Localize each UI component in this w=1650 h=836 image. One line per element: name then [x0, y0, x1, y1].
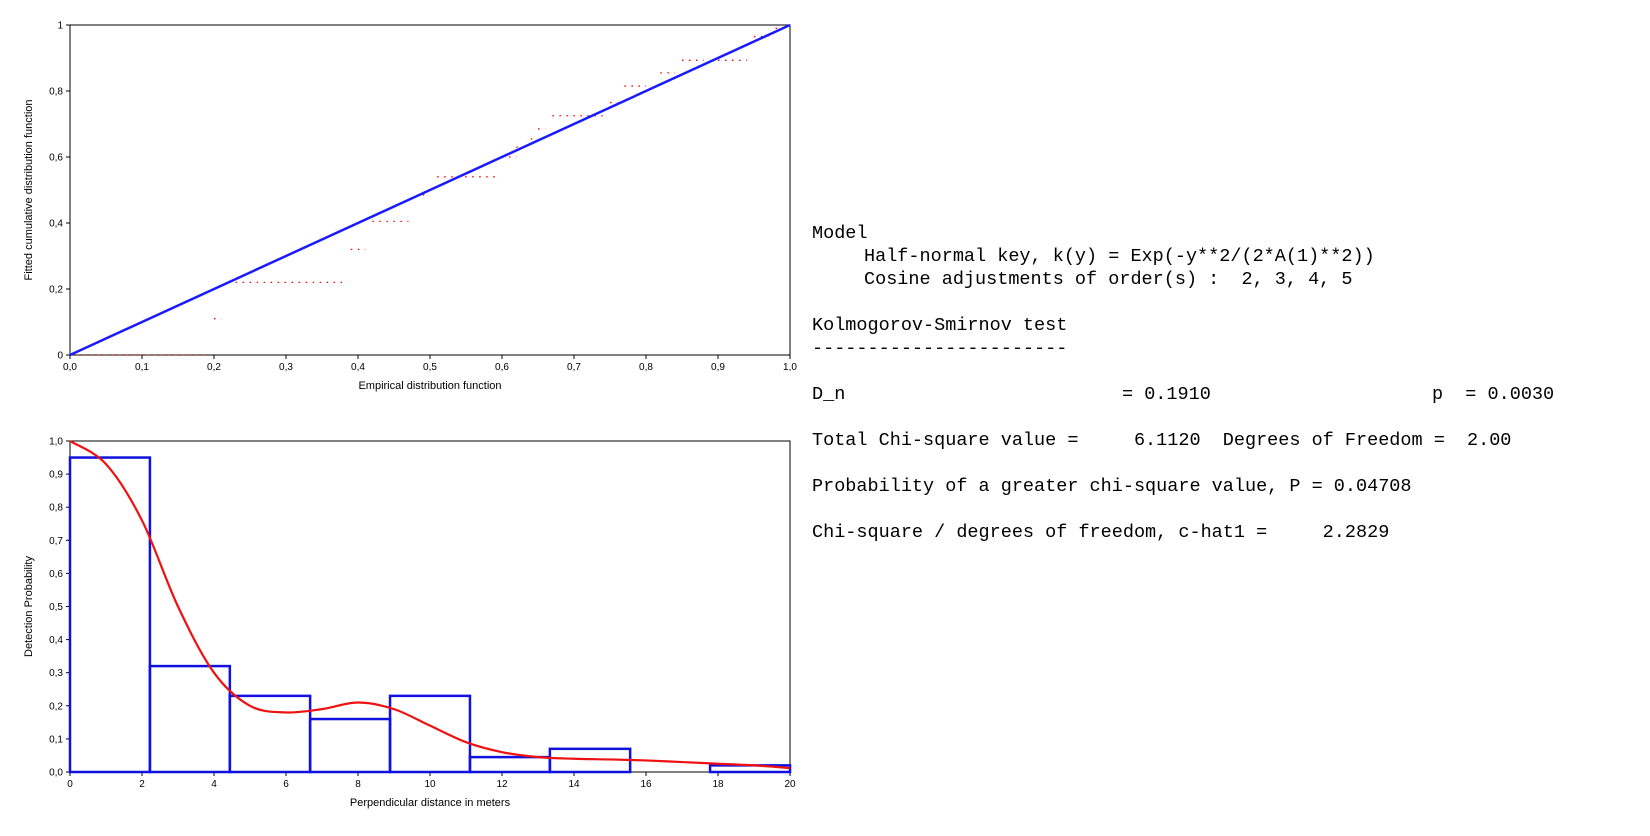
- y-tick-label: 1: [57, 21, 63, 32]
- x-tick-label: 6: [283, 779, 289, 790]
- dn-label: D_n: [812, 384, 846, 405]
- histogram-bar: [388, 694, 472, 774]
- y-tick-label: 0,7: [49, 536, 63, 547]
- x-axis-label: Perpendicular distance in meters: [350, 797, 511, 809]
- ks-heading: Kolmogorov-Smirnov test: [812, 315, 1068, 336]
- x-tick-label: 0,4: [351, 362, 365, 373]
- x-tick-label: 0,7: [567, 362, 581, 373]
- y-tick-label: 0,3: [49, 668, 63, 679]
- ks-chart: 0,0 0,1 0,2 0,3 0,4 0,5 0,6 0,7 0,8 0,9 1,0 0 0,2 0,4…: [23, 21, 797, 393]
- histogram-bar: [228, 694, 312, 774]
- x-tick-label: 0,3: [279, 362, 293, 373]
- y-tick-label: 0,6: [49, 569, 63, 580]
- x-tick-label: 0,6: [495, 362, 509, 373]
- x-tick-label: 1,0: [783, 362, 797, 373]
- y-tick-label: 0,6: [49, 153, 63, 164]
- key-function-line: Half-normal key, k(y) = Exp(-y**2/(2*A(1…: [864, 246, 1375, 267]
- y-axis-label: Fitted cumulative distribution function: [23, 100, 35, 281]
- charts-panel: 0,0 0,1 0,2 0,3 0,4 0,5 0,6 0,7 0,8 0,9 1,0 0 0,2 0,4…: [23, 21, 797, 810]
- detection-chart: 0 2 4 6 8 10 12 14 16 18 20 0,0 0,1 0,2 0,3 0,4 0,5 0,6 0,…: [23, 437, 796, 810]
- x-axis-label: Empirical distribution function: [358, 380, 501, 392]
- x-tick-label: 0,9: [711, 362, 725, 373]
- y-tick-label: 0,9: [49, 470, 63, 481]
- x-tick-label: 4: [211, 779, 217, 790]
- histogram-bar: [308, 717, 392, 774]
- y-tick-label: 0,0: [49, 768, 63, 779]
- x-tick-label: 2: [139, 779, 145, 790]
- y-tick-label: 0,2: [49, 285, 63, 296]
- y-tick-label: 0,4: [49, 635, 63, 646]
- y-tick-label: 0: [57, 351, 63, 362]
- ks-underline: -----------------------: [812, 338, 1068, 359]
- x-tick-label: 0: [67, 779, 73, 790]
- x-tick-label: 0,8: [639, 362, 653, 373]
- x-tick-label: 0,0: [63, 362, 77, 373]
- adjustments-line: Cosine adjustments of order(s) : 2, 3, 4…: [864, 269, 1353, 290]
- fitted-curve: [69, 440, 791, 770]
- y-tick-label: 0,2: [49, 701, 63, 712]
- x-tick-label: 12: [496, 779, 508, 790]
- x-tick-label: 14: [568, 779, 580, 790]
- histogram-bar: [68, 456, 152, 774]
- stats-panel: Model Half-normal key, k(y) = Exp(-y**2/…: [812, 222, 1642, 544]
- y-tick-label: 0,4: [49, 219, 63, 230]
- x-tick-label: 0,1: [135, 362, 149, 373]
- p-value: p = 0.0030: [1432, 384, 1555, 405]
- y-tick-label: 0,8: [49, 87, 63, 98]
- dn-row: D_n = 0.1910 p = 0.0030: [812, 383, 1642, 406]
- x-tick-label: 20: [784, 779, 796, 790]
- y-axis-label: Detection Probability: [23, 556, 35, 657]
- y-tick-label: 0,5: [49, 602, 63, 613]
- x-tick-label: 8: [355, 779, 361, 790]
- y-tick-label: 0,8: [49, 503, 63, 514]
- y-tick-label: 0,1: [49, 734, 63, 745]
- probability-line: Probability of a greater chi-square valu…: [812, 476, 1412, 497]
- c-hat-line: Chi-square / degrees of freedom, c-hat1 …: [812, 522, 1390, 543]
- reference-line: [69, 23, 791, 357]
- histogram-bar: [468, 755, 552, 774]
- x-tick-label: 16: [640, 779, 652, 790]
- y-tick-label: 1,0: [49, 437, 63, 448]
- x-tick-label: 10: [424, 779, 436, 790]
- x-tick-label: 18: [712, 779, 724, 790]
- chi-square-line: Total Chi-square value = 6.1120 Degrees …: [812, 430, 1512, 451]
- dn-value: = 0.1910: [1122, 384, 1211, 405]
- histogram-bar: [148, 664, 232, 774]
- x-tick-label: 0,2: [207, 362, 221, 373]
- model-heading: Model: [812, 223, 868, 244]
- x-tick-label: 0,5: [423, 362, 437, 373]
